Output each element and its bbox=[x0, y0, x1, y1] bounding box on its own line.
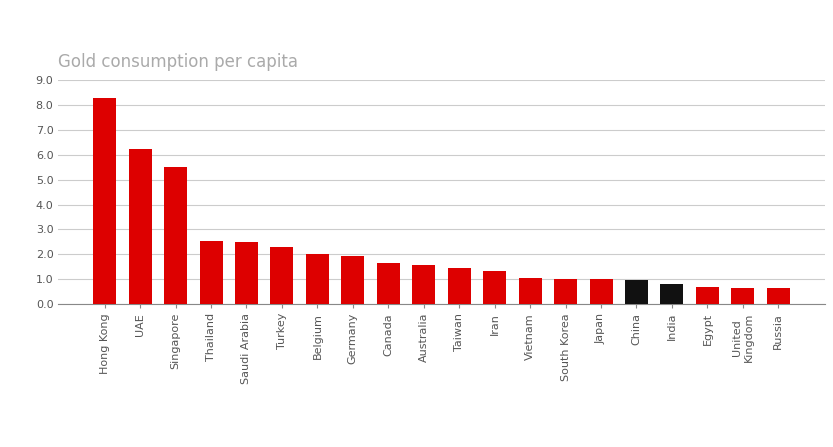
Bar bbox=[731, 288, 755, 304]
Bar bbox=[164, 167, 187, 304]
Text: Gold consumption per capita: Gold consumption per capita bbox=[58, 53, 298, 71]
Bar bbox=[767, 288, 790, 304]
Bar bbox=[483, 271, 506, 304]
Bar bbox=[519, 278, 541, 304]
Bar bbox=[447, 268, 471, 304]
Bar bbox=[200, 240, 222, 304]
Bar bbox=[377, 263, 400, 304]
Bar bbox=[306, 254, 329, 304]
Bar bbox=[271, 247, 293, 304]
Bar bbox=[93, 98, 116, 304]
Bar bbox=[696, 287, 719, 304]
Bar bbox=[412, 266, 436, 304]
Bar bbox=[590, 279, 612, 304]
Bar bbox=[661, 284, 683, 304]
Bar bbox=[342, 256, 364, 304]
Bar bbox=[128, 149, 152, 304]
Bar bbox=[235, 242, 258, 304]
Bar bbox=[554, 278, 577, 304]
Bar bbox=[625, 280, 648, 304]
